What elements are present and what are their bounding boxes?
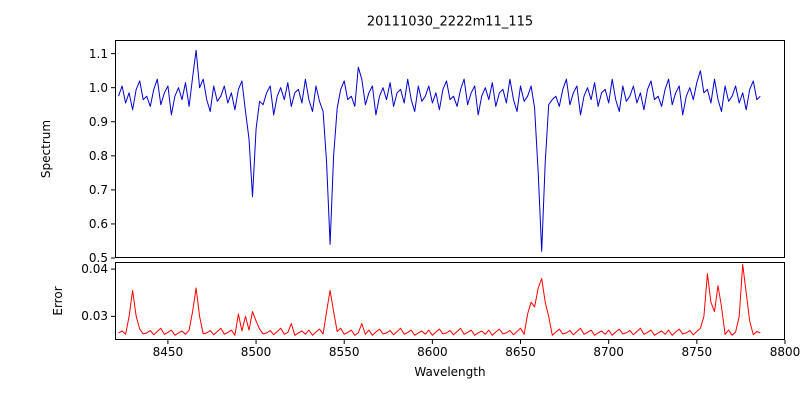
xtick-label: 8800 [769, 345, 800, 359]
error-ytick-label: 0.04 [81, 262, 108, 277]
xtick-label: 8750 [681, 345, 713, 359]
error-y-axis-label: Error [51, 286, 65, 316]
spectrum-ytick-label: 0.9 [88, 114, 108, 129]
spectrum-ytick-label: 0.7 [88, 182, 108, 197]
xtick-label: 8650 [505, 345, 536, 359]
chart-title: 20111030_2222m11_115 [366, 14, 534, 30]
x-axis-label: Wavelength [414, 365, 486, 379]
error-ytick-label: 0.03 [81, 309, 108, 324]
spectrum-ytick-label: 0.8 [88, 148, 108, 163]
error-line [118, 263, 761, 336]
xtick-label: 8600 [417, 345, 448, 359]
spectrum-ytick-label: 1.0 [88, 80, 108, 95]
xtick-label: 8550 [328, 345, 360, 359]
xtick-label: 8700 [593, 345, 624, 359]
xtick-label: 8500 [240, 345, 272, 359]
spectrum-axes [115, 40, 785, 258]
spectrum-ytick-label: 0.5 [88, 251, 108, 265]
spectrum-ytick-label: 0.6 [88, 216, 108, 231]
axis-tick-marks [111, 53, 786, 344]
xtick-label: 8450 [152, 345, 184, 359]
error-axes [115, 262, 785, 340]
spectrum-y-axis-label: Spectrum [39, 119, 53, 179]
spectrum-line [118, 49, 761, 252]
spectrum-ytick-label: 1.1 [88, 46, 108, 61]
